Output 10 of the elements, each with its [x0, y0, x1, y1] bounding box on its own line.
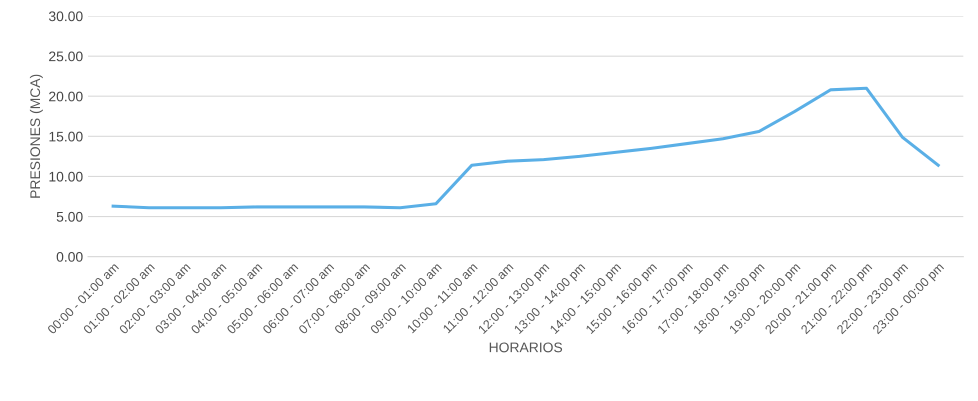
- y-axis-title: PRESIONES (MCA): [30, 74, 43, 198]
- y-tick-label: 10.00: [49, 172, 83, 182]
- x-axis-title: HORARIOS: [490, 342, 562, 352]
- y-tick-label: 20.00: [49, 92, 83, 102]
- y-tick-label: 0.00: [56, 252, 83, 262]
- y-tick-label: 25.00: [49, 51, 83, 62]
- y-tick-label: 30.00: [48, 11, 83, 22]
- y-tick-label: 15.00: [49, 132, 83, 142]
- y-tick-label: 5.00: [56, 212, 83, 222]
- line-series: [112, 86, 940, 210]
